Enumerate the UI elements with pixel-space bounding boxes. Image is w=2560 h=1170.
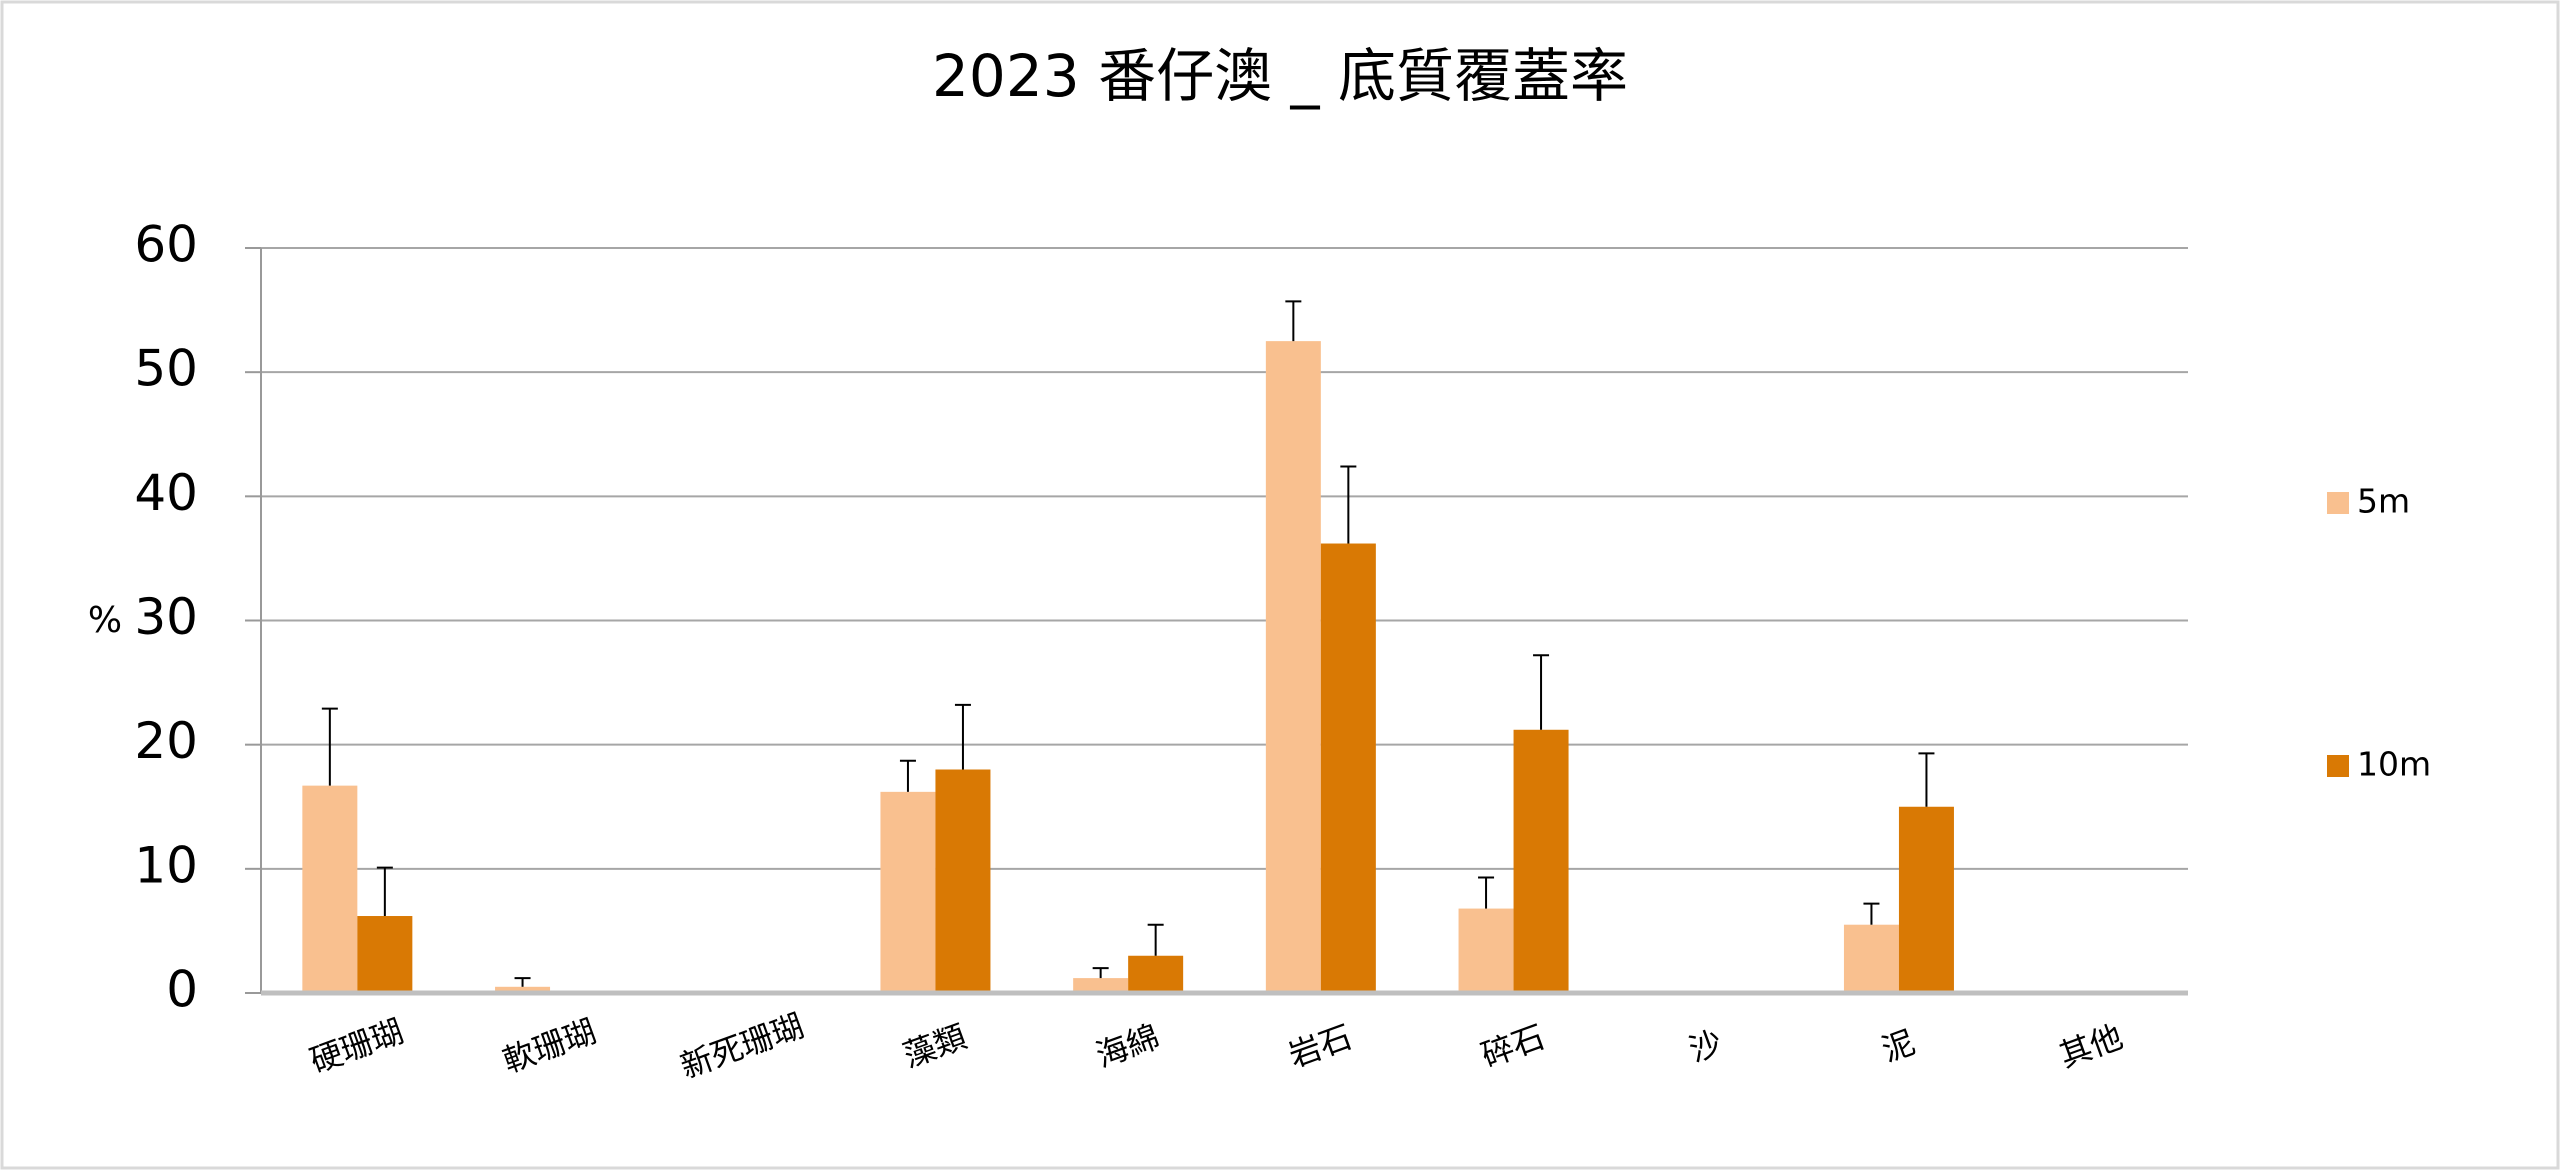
bar: [880, 791, 936, 993]
error-bar: [1092, 967, 1109, 979]
y-tick-label: 60: [134, 216, 198, 274]
error-bar: [514, 977, 531, 987]
y-tick-label: 40: [134, 464, 198, 522]
bar: [495, 986, 551, 993]
error-bar: [1147, 923, 1164, 956]
bar: [1073, 978, 1129, 993]
y-axis-label: %: [88, 600, 122, 641]
error-bar: [954, 703, 971, 770]
legend-swatch: [2327, 492, 2349, 514]
error-bar: [899, 759, 916, 792]
bar: [302, 785, 358, 993]
bar: [1320, 543, 1376, 993]
bar: [1265, 341, 1321, 993]
legend-label: 10m: [2357, 745, 2431, 784]
bar: [1843, 924, 1899, 993]
error-bar: [1918, 752, 1935, 807]
error-bar: [1478, 876, 1495, 909]
bar: [357, 916, 413, 993]
bar: [1513, 729, 1569, 993]
error-bar: [1533, 654, 1550, 730]
error-bar: [1863, 902, 1880, 925]
error-bar: [1285, 300, 1302, 342]
error-bar: [376, 866, 393, 917]
error-bar: [321, 707, 338, 786]
chart-title: 2023 番仔澳 _ 底質覆蓋率: [932, 42, 1628, 110]
legend-swatch: [2327, 755, 2349, 777]
y-tick-label: 0: [166, 961, 198, 1019]
bar: [1898, 806, 1954, 993]
bar: [1458, 908, 1514, 993]
y-tick-label: 30: [134, 588, 198, 646]
y-tick-label: 10: [134, 836, 198, 894]
error-bar: [1340, 465, 1357, 544]
y-tick-label: 20: [134, 712, 198, 770]
bar: [935, 769, 991, 993]
bar: [1128, 955, 1184, 993]
y-tick-label: 50: [134, 340, 198, 398]
legend-label: 5m: [2357, 482, 2410, 521]
